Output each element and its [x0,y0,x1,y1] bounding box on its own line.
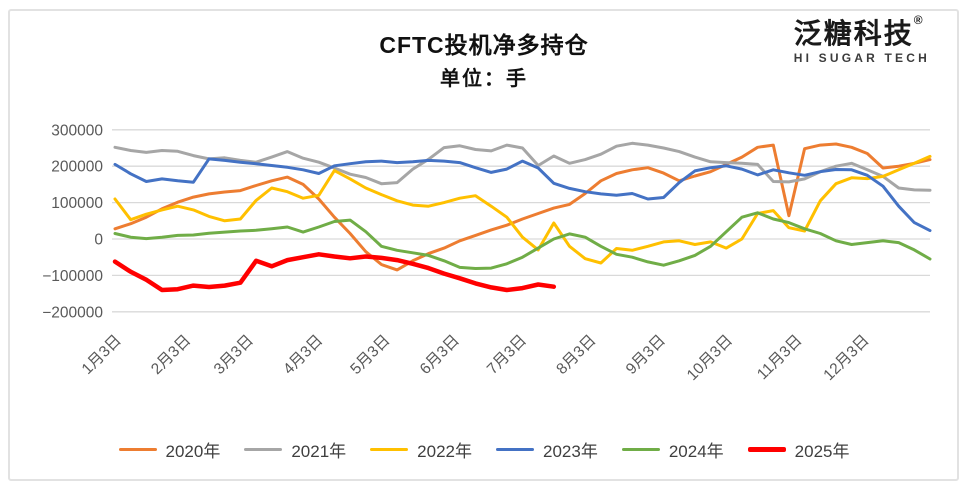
chart-title: CFTC投机净多持仓 [379,32,589,58]
series-line-2025年 [112,252,557,293]
legend-item-2025年: 2025年 [747,437,850,462]
legend-label: 2024年 [668,442,724,461]
registered-trademark-icon: ® [913,13,923,27]
legend-swatch [621,447,660,452]
y-axis-label: 0 [94,232,103,249]
chart-subtitle: 单位：手 [440,68,528,90]
brand-logo: 泛糖科技® HI SUGAR TECH [793,14,930,65]
x-axis-label: 12月3日 [820,332,872,384]
series-line-2023年 [113,157,932,233]
legend-item-2020年: 2020年 [118,437,221,462]
legend-label: 2023年 [543,442,598,461]
x-axis-label: 6月3日 [417,332,463,378]
legend-item-2021年: 2021年 [244,437,346,462]
legend-label: 2021年 [291,442,347,461]
legend-label: 2020年 [165,442,221,461]
legend-swatch [747,447,786,452]
x-axis-label: 1月3日 [79,332,125,378]
legend-swatch [118,447,157,452]
x-axis-label: 8月3日 [553,332,599,378]
x-axis-label: 5月3日 [347,332,393,378]
y-axis-label: 100000 [51,195,103,212]
x-axis-label: 3月3日 [211,332,257,378]
legend-label: 2022年 [417,442,472,461]
x-axis-label: 11月3日 [754,332,805,383]
brand-tagline: HI SUGAR TECH [793,51,930,65]
y-axis-label: 300000 [51,122,103,139]
legend: 2020年 2021年 2022年 2023年 2024年 2025年 [0,437,968,462]
legend-item-2024年: 2024年 [621,437,724,462]
legend-item-2023年: 2023年 [496,437,598,462]
brand-name: 泛糖科技 [793,18,914,49]
legend-swatch [496,447,534,452]
legend-swatch [370,447,409,452]
y-axis-label: −100000 [42,268,103,285]
y-axis-label: 200000 [51,159,103,176]
legend-item-2022年: 2022年 [370,437,472,462]
series-line-2020年 [113,142,932,272]
series-line-2022年 [113,154,932,265]
legend-swatch [244,447,283,452]
x-axis-label: 9月3日 [623,332,669,378]
series-line-2024年 [113,211,932,270]
legend-label: 2025年 [794,442,850,461]
series-line-2021年 [113,141,932,192]
x-axis-label: 2月3日 [148,332,194,378]
x-axis-label: 7月3日 [484,332,530,378]
x-axis-label: 10月3日 [684,332,736,384]
y-axis-label: −200000 [42,304,103,321]
x-axis-label: 4月3日 [280,332,326,378]
